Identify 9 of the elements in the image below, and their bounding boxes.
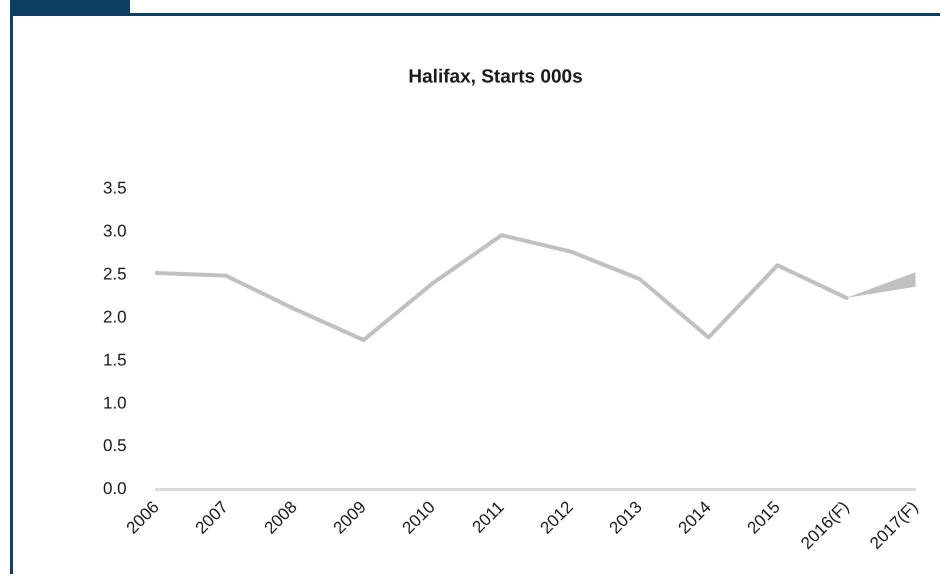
y-tick-label: 3.0 — [102, 221, 127, 240]
y-tick-label: 3.5 — [102, 178, 127, 198]
y-tick-label: 2.0 — [102, 307, 127, 326]
y-tick-label: 2.5 — [102, 264, 127, 284]
y-tick-label: 1.5 — [102, 350, 127, 370]
y-tick-label: 0.5 — [102, 436, 127, 456]
chart-title: Halifax, Starts 000s — [408, 66, 583, 88]
y-tick-label: 1.0 — [102, 393, 127, 412]
y-tick-label: 0.0 — [102, 479, 127, 498]
